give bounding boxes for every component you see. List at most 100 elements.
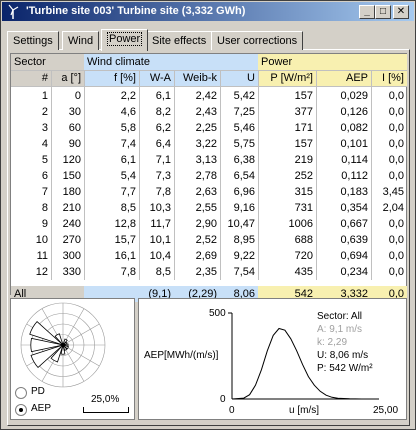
table-cell[interactable]: 2,78 xyxy=(195,170,217,182)
table-cell[interactable]: 4 xyxy=(41,138,48,150)
table-cell[interactable]: 2,52 xyxy=(195,234,217,246)
table-cell[interactable]: 30 xyxy=(68,106,81,118)
table-cell[interactable]: 0,234 xyxy=(340,266,368,278)
table-cell[interactable]: 0,029 xyxy=(340,90,368,102)
table-cell[interactable]: 4,6 xyxy=(120,106,136,118)
maximize-button[interactable]: □ xyxy=(375,5,391,19)
table-cell[interactable]: 8,2 xyxy=(155,106,171,118)
tab-wind[interactable]: Wind xyxy=(62,31,100,50)
table-cell[interactable]: 120 xyxy=(62,154,81,166)
table-cell[interactable]: 240 xyxy=(62,218,81,230)
table-cell[interactable]: 300 xyxy=(62,250,81,262)
table-cell[interactable]: 0,0 xyxy=(388,90,404,102)
column-header[interactable]: W-A xyxy=(139,70,174,86)
table-cell[interactable]: 8,95 xyxy=(233,234,255,246)
table-cell[interactable]: 0,0 xyxy=(388,234,404,246)
table-cell[interactable]: 157 xyxy=(294,90,313,102)
table-cell[interactable]: 720 xyxy=(294,250,313,262)
table-cell[interactable]: 5,46 xyxy=(233,122,255,134)
column-header[interactable]: f [%] xyxy=(84,70,139,86)
table-cell[interactable]: 2,2 xyxy=(120,90,136,102)
table-cell[interactable]: 731 xyxy=(294,202,313,214)
table-cell[interactable]: 0,082 xyxy=(340,122,368,134)
table-cell[interactable]: 9,16 xyxy=(233,202,255,214)
column-header[interactable]: Weib-k xyxy=(174,70,220,86)
column-header[interactable]: I [%] xyxy=(371,70,407,86)
pd-radio[interactable] xyxy=(15,387,27,399)
table-cell[interactable]: 10,4 xyxy=(149,250,171,262)
column-header[interactable]: U xyxy=(220,70,258,86)
table-cell[interactable]: 0,354 xyxy=(340,202,368,214)
table-cell[interactable]: 15,7 xyxy=(114,234,136,246)
table-cell[interactable]: 6,1 xyxy=(120,154,136,166)
table-cell[interactable]: 180 xyxy=(62,186,81,198)
title-bar[interactable]: 'Turbine site 003' Turbine site (3,332 G… xyxy=(2,2,414,21)
table-cell[interactable]: 0,0 xyxy=(388,122,404,134)
table-cell[interactable]: 8 xyxy=(41,202,48,214)
table-cell[interactable]: 0,101 xyxy=(340,138,368,150)
table-cell[interactable]: 5,42 xyxy=(233,90,255,102)
table-cell[interactable]: 9,22 xyxy=(233,250,255,262)
table-cell[interactable]: 7,25 xyxy=(233,106,255,118)
tab-user-corrections[interactable]: User corrections xyxy=(211,31,304,50)
table-cell[interactable]: 5,4 xyxy=(120,170,136,182)
column-header[interactable]: AEP xyxy=(316,70,371,86)
table-cell[interactable]: 11 xyxy=(36,250,48,262)
table-cell[interactable]: 6,54 xyxy=(233,170,255,182)
table-cell[interactable]: 2,04 xyxy=(382,202,404,214)
table-cell[interactable]: 16,1 xyxy=(114,250,136,262)
results-table[interactable]: Sector Wind climate Power # a [°] f [%] W-A Wei… xyxy=(10,53,407,302)
table-cell[interactable]: 2,63 xyxy=(195,186,217,198)
table-cell[interactable]: 1 xyxy=(41,90,48,102)
table-cell[interactable]: 2 xyxy=(41,106,48,118)
table-cell[interactable]: 6,2 xyxy=(155,122,171,134)
table-cell[interactable]: 6,4 xyxy=(155,138,171,150)
table-cell[interactable]: 90 xyxy=(68,138,81,150)
tab-power[interactable]: Power xyxy=(101,29,149,51)
table-cell[interactable]: 2,69 xyxy=(195,250,217,262)
table-cell[interactable]: 435 xyxy=(294,266,313,278)
table-cell[interactable]: 0,0 xyxy=(388,250,404,262)
minimize-button[interactable]: _ xyxy=(359,5,375,19)
table-cell[interactable]: 0,0 xyxy=(388,154,404,166)
table-cell[interactable]: 330 xyxy=(62,266,81,278)
aep-chart[interactable]: 500 0 0 25,00 AEP[MWh/(m/s)] u [m/s] Sec… xyxy=(139,299,406,419)
table-cell[interactable]: 0,0 xyxy=(388,170,404,182)
table-cell[interactable]: 377 xyxy=(294,106,313,118)
table-cell[interactable]: 0,0 xyxy=(388,266,404,278)
table-cell[interactable]: 688 xyxy=(294,234,313,246)
table-cell[interactable]: 150 xyxy=(62,170,81,182)
table-cell[interactable]: 10 xyxy=(35,234,48,246)
table-cell[interactable]: 10,3 xyxy=(149,202,171,214)
table-cell[interactable]: 10,47 xyxy=(227,218,255,230)
table-cell[interactable]: 2,42 xyxy=(195,90,217,102)
table-cell[interactable]: 8,5 xyxy=(155,266,171,278)
table-cell[interactable]: 12,8 xyxy=(114,218,136,230)
table-cell[interactable]: 0,0 xyxy=(388,218,404,230)
table-cell[interactable]: 6,96 xyxy=(233,186,255,198)
table-cell[interactable]: 270 xyxy=(62,234,81,246)
table-cell[interactable]: 10,1 xyxy=(149,234,171,246)
table-cell[interactable]: 6,38 xyxy=(233,154,255,166)
table-cell[interactable]: 252 xyxy=(294,170,313,182)
table-cell[interactable]: 3,22 xyxy=(195,138,217,150)
table-cell[interactable]: 7,3 xyxy=(155,170,171,182)
table-cell[interactable]: 0,126 xyxy=(340,106,368,118)
table-cell[interactable]: 1006 xyxy=(288,218,313,230)
table-cell[interactable]: 12 xyxy=(35,266,48,278)
table-cell[interactable]: 0,0 xyxy=(388,106,404,118)
table-cell[interactable]: 0,114 xyxy=(341,154,368,166)
table-cell[interactable]: 7,1 xyxy=(155,154,171,166)
table-cell[interactable]: 11,7 xyxy=(150,218,171,230)
table-cell[interactable]: 7,54 xyxy=(233,266,255,278)
table-cell[interactable]: 0,639 xyxy=(340,234,368,246)
table-cell[interactable]: 60 xyxy=(68,122,81,134)
table-cell[interactable]: 0,183 xyxy=(340,186,368,198)
table-cell[interactable]: 0,694 xyxy=(340,250,368,262)
table-cell[interactable]: 3,13 xyxy=(195,154,217,166)
wind-rose[interactable] xyxy=(15,301,131,391)
table-cell[interactable]: 2,55 xyxy=(195,202,217,214)
table-cell[interactable]: 8,5 xyxy=(120,202,136,214)
column-header[interactable]: a [°] xyxy=(51,70,84,86)
table-cell[interactable]: 5 xyxy=(41,154,48,166)
